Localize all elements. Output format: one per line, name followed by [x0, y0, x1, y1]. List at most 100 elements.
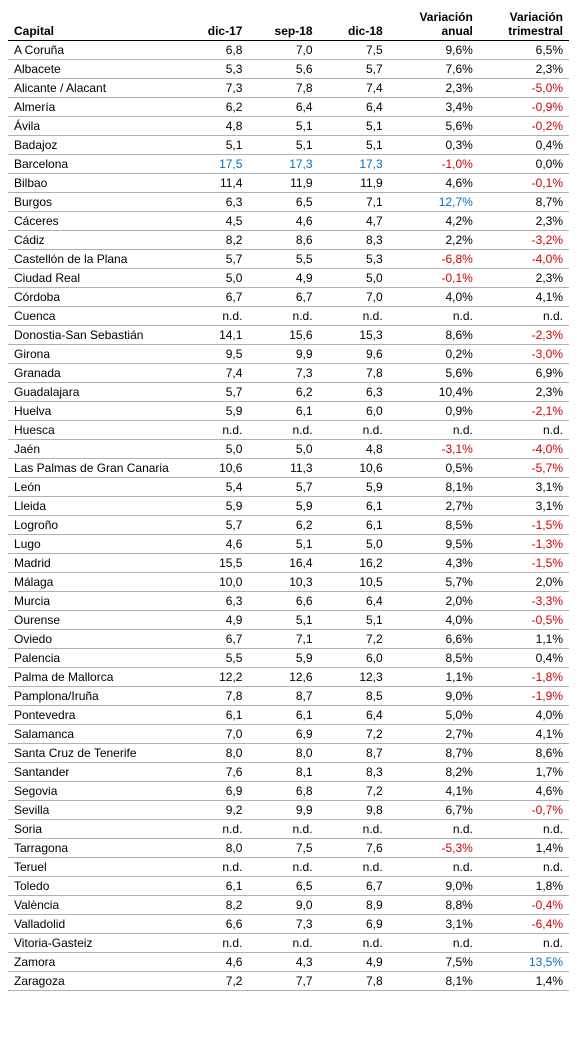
value-cell: 5,7	[178, 516, 248, 535]
table-row: Burgos6,36,57,112,7%8,7%	[8, 193, 569, 212]
value-cell: 7,6%	[389, 60, 479, 79]
table-row: Huescan.d.n.d.n.d.n.d.n.d.	[8, 421, 569, 440]
value-cell: 5,4	[178, 478, 248, 497]
capital-cell: Vitoria-Gasteiz	[8, 934, 178, 953]
value-cell: -0,4%	[479, 896, 569, 915]
value-cell: 10,3	[248, 573, 318, 592]
table-row: Granada7,47,37,85,6%6,9%	[8, 364, 569, 383]
value-cell: 8,1%	[389, 478, 479, 497]
capital-cell: Huelva	[8, 402, 178, 421]
value-cell: 4,9	[178, 611, 248, 630]
value-cell: 6,0	[319, 649, 389, 668]
value-cell: 7,6	[178, 763, 248, 782]
capital-cell: Tarragona	[8, 839, 178, 858]
value-cell: n.d.	[479, 934, 569, 953]
value-cell: -0,2%	[479, 117, 569, 136]
capital-cell: Palma de Mallorca	[8, 668, 178, 687]
value-cell: 7,8	[178, 687, 248, 706]
value-cell: 7,0	[319, 288, 389, 307]
value-cell: 5,9	[178, 497, 248, 516]
value-cell: n.d.	[389, 858, 479, 877]
value-cell: 10,6	[178, 459, 248, 478]
value-cell: 7,2	[319, 725, 389, 744]
value-cell: 12,3	[319, 668, 389, 687]
value-cell: 7,2	[319, 630, 389, 649]
table-row: Sorian.d.n.d.n.d.n.d.n.d.	[8, 820, 569, 839]
col-header: sep-18	[248, 8, 318, 41]
value-cell: 4,5	[178, 212, 248, 231]
value-cell: -0,1%	[389, 269, 479, 288]
value-cell: 14,1	[178, 326, 248, 345]
capital-cell: Albacete	[8, 60, 178, 79]
table-row: Madrid15,516,416,24,3%-1,5%	[8, 554, 569, 573]
value-cell: 0,2%	[389, 345, 479, 364]
capital-cell: A Coruña	[8, 41, 178, 60]
value-cell: 8,0	[178, 744, 248, 763]
value-cell: 8,2	[178, 896, 248, 915]
capital-cell: València	[8, 896, 178, 915]
value-cell: 8,6%	[479, 744, 569, 763]
value-cell: 8,7%	[389, 744, 479, 763]
value-cell: 8,5%	[389, 516, 479, 535]
table-row: Barcelona17,517,317,3-1,0%0,0%	[8, 155, 569, 174]
value-cell: 9,5	[178, 345, 248, 364]
value-cell: 4,2%	[389, 212, 479, 231]
table-row: Córdoba6,76,77,04,0%4,1%	[8, 288, 569, 307]
value-cell: 7,1	[248, 630, 318, 649]
table-row: Ávila4,85,15,15,6%-0,2%	[8, 117, 569, 136]
table-row: Toledo6,16,56,79,0%1,8%	[8, 877, 569, 896]
value-cell: -4,0%	[479, 440, 569, 459]
value-cell: 6,9	[178, 782, 248, 801]
capital-cell: Jaén	[8, 440, 178, 459]
capital-cell: Zamora	[8, 953, 178, 972]
value-cell: 8,2	[178, 231, 248, 250]
value-cell: 15,3	[319, 326, 389, 345]
value-cell: 6,7%	[389, 801, 479, 820]
value-cell: 5,1	[248, 136, 318, 155]
table-row: Salamanca7,06,97,22,7%4,1%	[8, 725, 569, 744]
value-cell: -1,9%	[479, 687, 569, 706]
value-cell: 0,3%	[389, 136, 479, 155]
value-cell: 15,6	[248, 326, 318, 345]
value-cell: 4,0%	[389, 288, 479, 307]
value-cell: 6,6	[178, 915, 248, 934]
value-cell: 12,2	[178, 668, 248, 687]
capital-cell: Las Palmas de Gran Canaria	[8, 459, 178, 478]
table-row: Albacete5,35,65,77,6%2,3%	[8, 60, 569, 79]
value-cell: 1,1%	[479, 630, 569, 649]
value-cell: n.d.	[178, 307, 248, 326]
value-cell: n.d.	[389, 934, 479, 953]
table-row: Cuencan.d.n.d.n.d.n.d.n.d.	[8, 307, 569, 326]
col-header: Variacióntrimestral	[479, 8, 569, 41]
value-cell: 8,3	[319, 763, 389, 782]
capital-cell: Salamanca	[8, 725, 178, 744]
table-row: Logroño5,76,26,18,5%-1,5%	[8, 516, 569, 535]
capital-cell: Segovia	[8, 782, 178, 801]
value-cell: 8,1	[248, 763, 318, 782]
table-row: Málaga10,010,310,55,7%2,0%	[8, 573, 569, 592]
capital-cell: Burgos	[8, 193, 178, 212]
value-cell: 9,2	[178, 801, 248, 820]
value-cell: 4,9	[248, 269, 318, 288]
value-cell: -2,1%	[479, 402, 569, 421]
value-cell: 5,0%	[389, 706, 479, 725]
value-cell: 5,7	[319, 60, 389, 79]
value-cell: 5,1	[248, 117, 318, 136]
table-row: Badajoz5,15,15,10,3%0,4%	[8, 136, 569, 155]
value-cell: -5,0%	[479, 79, 569, 98]
capital-cell: Ourense	[8, 611, 178, 630]
value-cell: 8,7	[319, 744, 389, 763]
value-cell: n.d.	[248, 421, 318, 440]
value-cell: n.d.	[479, 820, 569, 839]
value-cell: 7,0	[248, 41, 318, 60]
value-cell: 4,1%	[389, 782, 479, 801]
value-cell: 3,1%	[479, 478, 569, 497]
value-cell: n.d.	[319, 934, 389, 953]
value-cell: -5,7%	[479, 459, 569, 478]
value-cell: 16,4	[248, 554, 318, 573]
value-cell: 10,0	[178, 573, 248, 592]
value-cell: 5,3	[178, 60, 248, 79]
value-cell: 7,8	[319, 972, 389, 991]
capital-cell: Cáceres	[8, 212, 178, 231]
value-cell: -0,7%	[479, 801, 569, 820]
